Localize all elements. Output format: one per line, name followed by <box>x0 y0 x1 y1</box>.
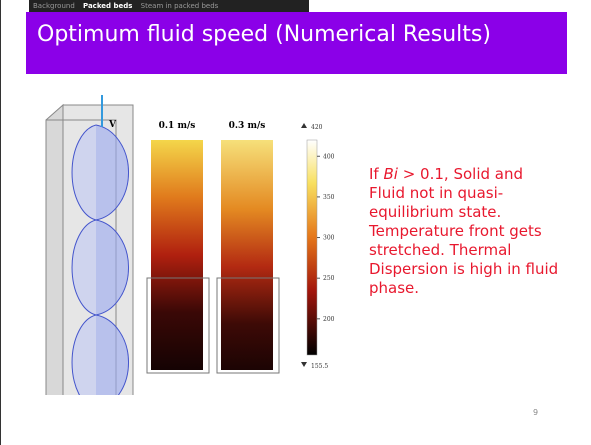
heatmap <box>221 140 273 370</box>
tick-label: 350 <box>323 194 335 201</box>
colorbar-max: 420 <box>311 124 323 131</box>
outline <box>216 277 280 374</box>
max-marker <box>301 123 307 128</box>
tick-label: 300 <box>323 235 335 242</box>
heatmap <box>151 140 203 370</box>
text: If <box>369 165 384 183</box>
outline <box>146 277 210 374</box>
tick-label: 400 <box>323 153 335 160</box>
packed-bed-diagram <box>45 95 134 395</box>
colorbar-axis: 420 155.5 400 350 300 250 200 <box>301 123 335 370</box>
slide-title: Optimum fluid speed (Numerical Results) <box>37 22 491 47</box>
column-label: 0.1 m/s <box>159 121 196 131</box>
min-marker <box>301 362 307 367</box>
velocity-label: V <box>108 120 117 130</box>
symbol: Bi <box>383 165 398 183</box>
nav-item[interactable]: Background <box>33 2 75 10</box>
column-label: 0.3 m/s <box>229 121 266 131</box>
text: > 0.1, Solid and Fluid not in quasi-equi… <box>369 165 559 297</box>
nav-item[interactable]: Packed beds <box>83 2 133 10</box>
figure: V 0.1 m/s 0.3 m/s 420 155.5 400 350 300 250 20… <box>45 95 335 395</box>
page-number: 9 <box>533 408 539 417</box>
tick-label: 200 <box>323 316 335 323</box>
title-band <box>26 12 567 74</box>
tick-label: 250 <box>323 275 335 282</box>
colorbar-min: 155.5 <box>311 363 328 370</box>
nav-item[interactable]: Steam in packed beds <box>140 2 219 10</box>
colorbar <box>306 139 318 356</box>
body-text: If Bi > 0.1, Solid and Fluid not in quas… <box>369 165 559 298</box>
nav-bar: Background Packed beds Steam in packed b… <box>29 0 309 12</box>
